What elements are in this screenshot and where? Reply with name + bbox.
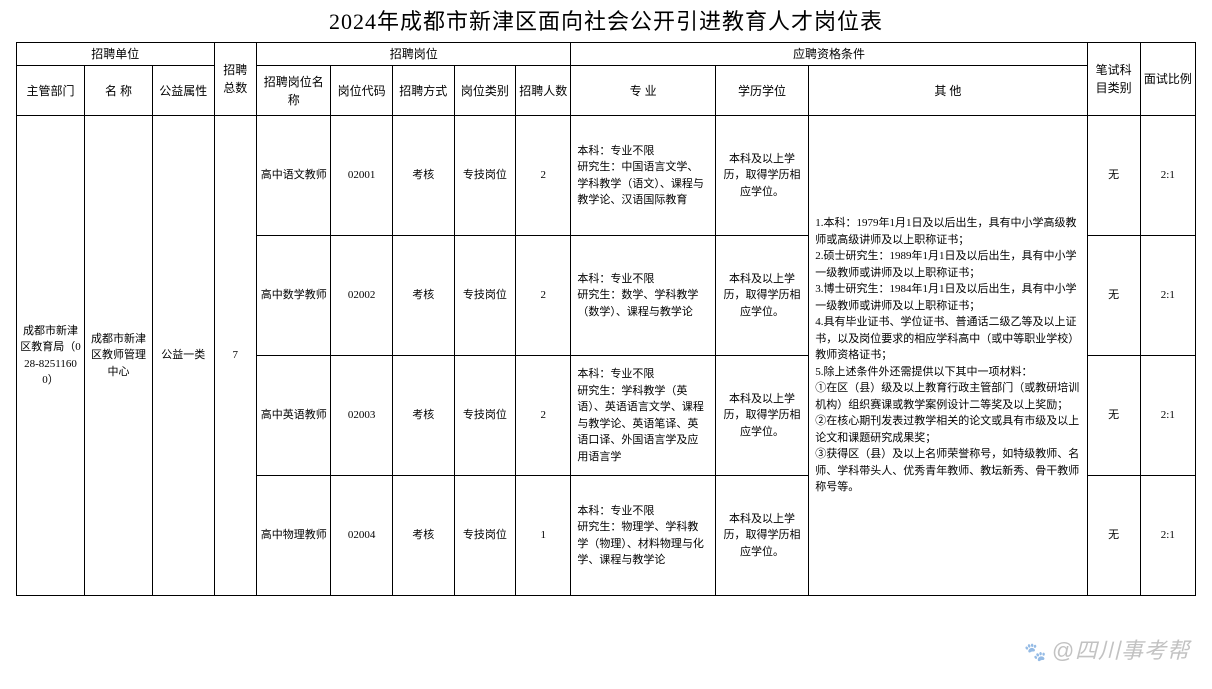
col-major: 专 业: [571, 66, 715, 116]
col-degree: 学历学位: [715, 66, 808, 116]
cell-posname: 高中数学教师: [257, 236, 331, 356]
cell-examtype: 无: [1087, 236, 1140, 356]
column-header-row: 主管部门 名 称 公益属性 招聘岗位名称 岗位代码 招聘方式 岗位类别 招聘人数…: [17, 66, 1196, 116]
col-welfare: 公益属性: [152, 66, 214, 116]
cell-degree: 本科及以上学历，取得学历相应学位。: [715, 476, 808, 596]
cell-ratio: 2:1: [1140, 476, 1195, 596]
cell-postype: 专技岗位: [454, 236, 516, 356]
col-dept: 主管部门: [17, 66, 85, 116]
col-method: 招聘方式: [392, 66, 454, 116]
paw-icon: 🐾: [1024, 642, 1047, 662]
cell-major: 本科：专业不限研究生：学科教学（英语）、英语语言文学、课程与教学论、英语笔译、英…: [571, 356, 715, 476]
col-postype: 岗位类别: [454, 66, 516, 116]
cell-postype: 专技岗位: [454, 356, 516, 476]
watermark: 🐾@四川事考帮: [1024, 633, 1190, 665]
cell-other: 1.本科：1979年1月1日及以后出生，具有中小学高级教师或高级讲师及以上职称证…: [809, 116, 1087, 596]
col-name: 名 称: [84, 66, 152, 116]
col-posname: 招聘岗位名称: [257, 66, 331, 116]
cell-count: 2: [516, 116, 571, 236]
group-position: 招聘岗位: [257, 43, 571, 66]
cell-posname: 高中语文教师: [257, 116, 331, 236]
cell-examtype: 无: [1087, 116, 1140, 236]
page-title: 2024年成都市新津区面向社会公开引进教育人才岗位表: [16, 4, 1196, 36]
cell-poscode: 02004: [331, 476, 393, 596]
col-other: 其 他: [809, 66, 1087, 116]
cell-dept: 成都市新津区教育局（028-82511600）: [17, 116, 85, 596]
cell-degree: 本科及以上学历，取得学历相应学位。: [715, 356, 808, 476]
group-header-row: 招聘单位 招聘总数 招聘岗位 应聘资格条件 笔试科目类别 面试比例: [17, 43, 1196, 66]
cell-examtype: 无: [1087, 356, 1140, 476]
cell-major: 本科：专业不限研究生：数学、学科教学（数学）、课程与教学论: [571, 236, 715, 356]
cell-count: 2: [516, 356, 571, 476]
group-unit: 招聘单位: [17, 43, 215, 66]
col-examtype: 笔试科目类别: [1087, 43, 1140, 116]
group-qualification: 应聘资格条件: [571, 43, 1087, 66]
cell-method: 考核: [392, 356, 454, 476]
cell-method: 考核: [392, 116, 454, 236]
cell-poscode: 02002: [331, 236, 393, 356]
col-total: 招聘总数: [214, 43, 256, 116]
table-row: 成都市新津区教育局（028-82511600） 成都市新津区教师管理中心 公益一…: [17, 116, 1196, 236]
positions-table: 招聘单位 招聘总数 招聘岗位 应聘资格条件 笔试科目类别 面试比例 主管部门 名…: [16, 42, 1196, 596]
col-count: 招聘人数: [516, 66, 571, 116]
cell-total: 7: [214, 116, 256, 596]
col-ratio: 面试比例: [1140, 43, 1195, 116]
cell-method: 考核: [392, 236, 454, 356]
watermark-text: @四川事考帮: [1052, 638, 1190, 663]
cell-postype: 专技岗位: [454, 476, 516, 596]
cell-ratio: 2:1: [1140, 356, 1195, 476]
cell-major: 本科：专业不限研究生：物理学、学科教学（物理）、材料物理与化学、课程与教学论: [571, 476, 715, 596]
cell-welfare: 公益一类: [152, 116, 214, 596]
cell-degree: 本科及以上学历，取得学历相应学位。: [715, 116, 808, 236]
cell-poscode: 02001: [331, 116, 393, 236]
cell-posname: 高中英语教师: [257, 356, 331, 476]
cell-poscode: 02003: [331, 356, 393, 476]
cell-unitname: 成都市新津区教师管理中心: [84, 116, 152, 596]
cell-ratio: 2:1: [1140, 116, 1195, 236]
cell-method: 考核: [392, 476, 454, 596]
cell-degree: 本科及以上学历，取得学历相应学位。: [715, 236, 808, 356]
cell-count: 1: [516, 476, 571, 596]
cell-count: 2: [516, 236, 571, 356]
cell-ratio: 2:1: [1140, 236, 1195, 356]
col-poscode: 岗位代码: [331, 66, 393, 116]
cell-posname: 高中物理教师: [257, 476, 331, 596]
cell-major: 本科：专业不限研究生：中国语言文学、学科教学（语文）、课程与教学论、汉语国际教育: [571, 116, 715, 236]
cell-examtype: 无: [1087, 476, 1140, 596]
cell-postype: 专技岗位: [454, 116, 516, 236]
